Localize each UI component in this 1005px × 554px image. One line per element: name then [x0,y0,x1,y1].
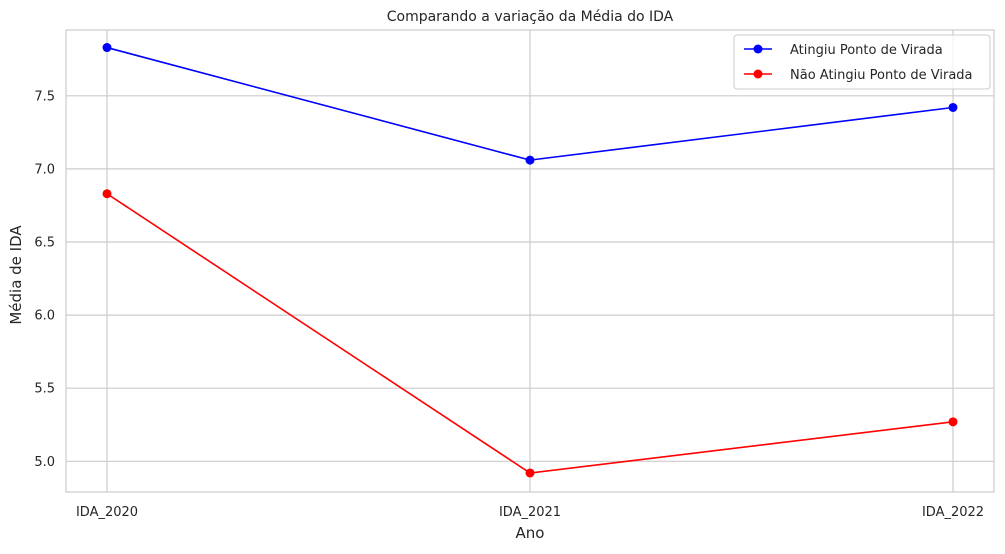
data-point [102,189,112,199]
y-tick-label: 6.5 [34,235,55,250]
legend-entry-1: Não Atingiu Ponto de Virada [744,68,973,83]
y-tick-label: 6.0 [34,309,55,324]
series-layer [102,43,958,478]
chart-title: Comparando a variação da Média do IDA [387,9,674,25]
y-axis-label: Média de IDA [7,225,25,325]
y-tick-label: 7.5 [34,89,55,104]
data-point [525,155,535,165]
legend-entry-0: Atingiu Ponto de Virada [744,43,943,58]
y-tick-label: 7.0 [34,162,55,177]
legend-box [733,34,991,90]
x-tick-label: IDA_2022 [922,505,984,520]
legend-label-0: Atingiu Ponto de Virada [790,43,943,58]
x-axis-label: Ano [516,524,545,542]
plot-frame [65,29,995,493]
data-point [948,102,958,112]
y-tick-label: 5.0 [34,455,55,470]
tick-labels: IDA_2020 IDA_2021 IDA_2022 5.0 5.5 6.0 6.5 7.0 7… [34,89,984,520]
grid [66,30,994,492]
data-point [948,417,958,427]
legend-marker-1 [753,69,763,79]
legend-label-1: Não Atingiu Ponto de Virada [790,68,973,83]
legend: Atingiu Ponto de Virada Não Atingiu Pont… [733,34,991,90]
y-tick-label: 5.5 [34,382,55,397]
x-tick-label: IDA_2021 [499,505,561,520]
legend-marker-0 [753,44,763,54]
data-point [525,468,535,478]
data-point [102,43,112,53]
x-tick-label: IDA_2020 [76,505,138,520]
